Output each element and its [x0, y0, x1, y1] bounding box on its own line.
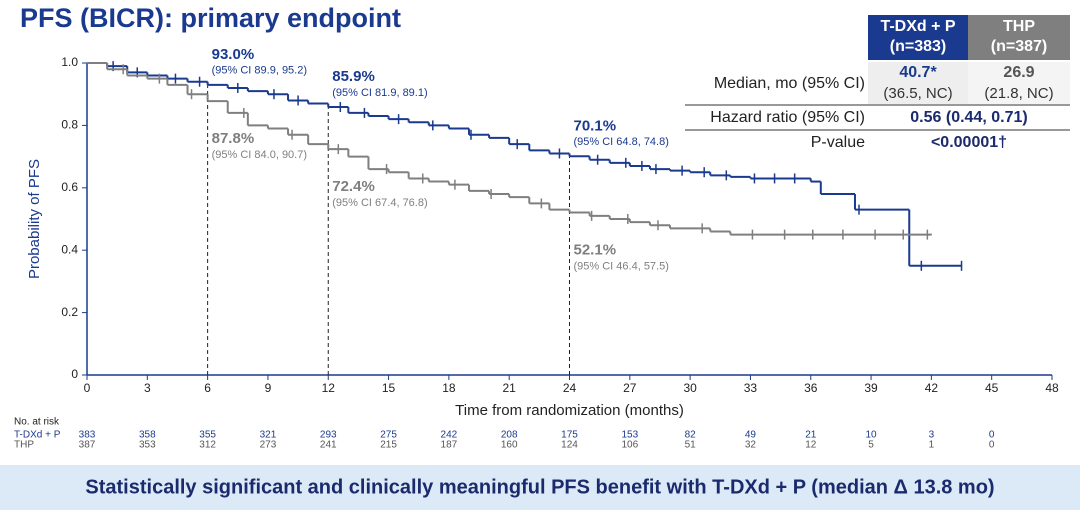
- estimate-ci: (95% CI 84.0, 90.7): [212, 149, 307, 161]
- row-label: Hazard ratio (95% CI): [710, 109, 865, 126]
- cell-value: 26.9: [1003, 64, 1034, 81]
- x-tick-label: 42: [925, 381, 939, 395]
- at-risk-value: 160: [501, 440, 518, 451]
- x-tick-label: 15: [382, 381, 396, 395]
- x-tick-label: 48: [1045, 381, 1059, 395]
- estimate-ci: (95% CI 46.4, 57.5): [574, 260, 669, 272]
- at-risk-value: 12: [805, 440, 817, 451]
- x-tick-label: 27: [623, 381, 637, 395]
- header-text: THP: [1003, 18, 1035, 35]
- at-risk-value: 153: [621, 430, 638, 441]
- row-value: 0.56 (0.44, 0.71): [910, 109, 1027, 126]
- at-risk-value: 124: [561, 440, 578, 451]
- at-risk-value: 241: [320, 440, 337, 451]
- x-axis-label: Time from randomization (months): [455, 402, 684, 419]
- at-risk-value: 3: [929, 430, 935, 441]
- x-tick-label: 9: [265, 381, 272, 395]
- header-text: T-DXd + P: [880, 18, 955, 35]
- at-risk-value: 51: [685, 440, 697, 451]
- y-tick-label: 0.2: [61, 305, 78, 319]
- at-risk-value: 215: [380, 440, 397, 451]
- at-risk-value: 273: [260, 440, 277, 451]
- header-cell: [968, 15, 1070, 60]
- cell-ci: (21.8, NC): [984, 85, 1053, 102]
- footer-band: [0, 465, 1080, 510]
- x-tick-label: 33: [744, 381, 758, 395]
- at-risk-value: 353: [139, 440, 156, 451]
- estimate-ci: (95% CI 67.4, 76.8): [332, 197, 427, 209]
- at-risk-value: 208: [501, 430, 518, 441]
- x-tick-label: 0: [84, 381, 91, 395]
- x-tick-label: 21: [503, 381, 517, 395]
- at-risk-value: 275: [380, 430, 397, 441]
- x-tick-label: 39: [864, 381, 878, 395]
- y-axis-label: Probability of PFS: [26, 159, 43, 279]
- row-value: <0.00001†: [931, 134, 1007, 151]
- at-risk-value: 242: [441, 430, 458, 441]
- at-risk-value: 358: [139, 430, 156, 441]
- x-tick-label: 24: [563, 381, 577, 395]
- y-tick-label: 1.0: [61, 55, 78, 69]
- at-risk-value: 10: [866, 430, 878, 441]
- x-tick-label: 6: [204, 381, 211, 395]
- at-risk-value: 355: [199, 430, 216, 441]
- row-label: Median, mo (95% CI): [714, 75, 865, 92]
- at-risk-value: 82: [685, 430, 697, 441]
- x-tick-label: 18: [442, 381, 456, 395]
- estimate-ci: (95% CI 64.8, 74.8): [574, 136, 669, 148]
- estimate-label: 70.1%: [574, 117, 617, 134]
- header-text: (n=383): [890, 38, 946, 55]
- x-tick-label: 45: [985, 381, 999, 395]
- at-risk-value: 5: [868, 440, 874, 451]
- at-risk-name: THP: [14, 440, 34, 451]
- x-tick-label: 12: [322, 381, 336, 395]
- x-tick-label: 30: [683, 381, 697, 395]
- at-risk-value: 387: [79, 440, 96, 451]
- header-text: (n=387): [991, 38, 1047, 55]
- estimate-label: 93.0%: [212, 46, 255, 63]
- at-risk-value: 383: [79, 430, 96, 441]
- at-risk-name: T-DXd + P: [14, 430, 61, 441]
- at-risk-title: No. at risk: [14, 417, 60, 428]
- x-tick-label: 36: [804, 381, 818, 395]
- at-risk-value: 0: [989, 430, 995, 441]
- y-tick-label: 0.4: [61, 242, 78, 256]
- at-risk-value: 187: [441, 440, 458, 451]
- footer-text: Statistically significant and clinically…: [85, 476, 994, 498]
- cell-bg: [968, 62, 1070, 104]
- at-risk-value: 32: [745, 440, 757, 451]
- estimate-label: 72.4%: [332, 178, 375, 195]
- title: PFS (BICR): primary endpoint: [20, 3, 401, 33]
- at-risk-value: 175: [561, 430, 578, 441]
- at-risk-value: 293: [320, 430, 337, 441]
- cell-value: 40.7*: [899, 64, 937, 81]
- at-risk-value: 0: [989, 440, 995, 451]
- at-risk-value: 1: [929, 440, 935, 451]
- at-risk-value: 106: [621, 440, 638, 451]
- row-label: P-value: [811, 134, 865, 151]
- x-tick-label: 3: [144, 381, 151, 395]
- header-cell: [868, 15, 968, 60]
- y-tick-label: 0: [71, 367, 78, 381]
- at-risk-value: 49: [745, 430, 757, 441]
- y-tick-label: 0.8: [61, 118, 78, 132]
- estimate-label: 87.8%: [212, 130, 255, 147]
- at-risk-value: 321: [260, 430, 277, 441]
- at-risk-value: 21: [805, 430, 817, 441]
- estimate-ci: (95% CI 89.9, 95.2): [212, 65, 307, 77]
- at-risk-value: 312: [199, 440, 216, 451]
- estimate-ci: (95% CI 81.9, 89.1): [332, 87, 427, 99]
- cell-ci: (36.5, NC): [883, 85, 952, 102]
- estimate-label: 85.9%: [332, 68, 375, 85]
- cell-bg: [868, 62, 968, 104]
- y-tick-label: 0.6: [61, 180, 78, 194]
- estimate-label: 52.1%: [574, 241, 617, 258]
